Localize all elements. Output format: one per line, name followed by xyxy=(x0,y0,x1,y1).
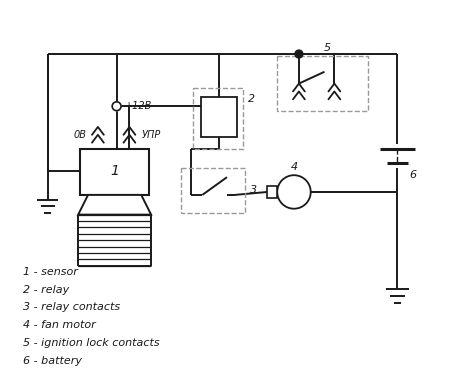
Text: 4: 4 xyxy=(290,162,297,172)
Bar xyxy=(180,168,245,213)
Text: 1: 1 xyxy=(110,164,119,178)
Text: 4 - fan motor: 4 - fan motor xyxy=(23,320,96,330)
Text: 5 - ignition lock contacts: 5 - ignition lock contacts xyxy=(23,338,160,348)
Text: 6: 6 xyxy=(409,170,416,180)
Text: 6 - battery: 6 - battery xyxy=(23,356,82,366)
Circle shape xyxy=(277,175,310,209)
Text: 2: 2 xyxy=(248,94,255,104)
Text: УПР: УПР xyxy=(141,130,161,140)
Bar xyxy=(80,149,149,195)
Bar xyxy=(201,98,237,137)
Text: +12В: +12В xyxy=(125,101,152,111)
Text: 2 - relay: 2 - relay xyxy=(23,285,69,294)
Text: 0В: 0В xyxy=(74,130,87,140)
Text: 3 - relay contacts: 3 - relay contacts xyxy=(23,302,120,312)
Bar xyxy=(267,186,277,198)
Text: 3: 3 xyxy=(250,185,257,195)
Bar xyxy=(194,88,243,149)
Circle shape xyxy=(112,102,121,111)
Text: 1 - sensor: 1 - sensor xyxy=(23,267,78,277)
Circle shape xyxy=(295,50,303,58)
Text: 5: 5 xyxy=(324,43,331,53)
Polygon shape xyxy=(78,195,151,215)
Bar xyxy=(277,56,368,111)
